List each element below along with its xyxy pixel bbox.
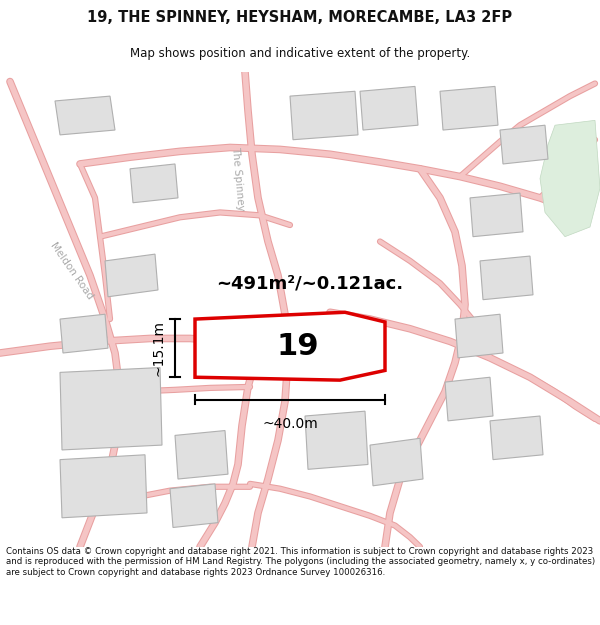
Polygon shape: [470, 193, 523, 237]
Text: Map shows position and indicative extent of the property.: Map shows position and indicative extent…: [130, 48, 470, 61]
Text: 19: 19: [276, 332, 319, 361]
Polygon shape: [305, 411, 368, 469]
Polygon shape: [170, 484, 218, 528]
Polygon shape: [480, 256, 533, 299]
Polygon shape: [175, 431, 228, 479]
Polygon shape: [60, 368, 162, 450]
Polygon shape: [130, 164, 178, 202]
Polygon shape: [290, 91, 358, 140]
Polygon shape: [490, 416, 543, 459]
Polygon shape: [55, 96, 115, 135]
Polygon shape: [440, 86, 498, 130]
Polygon shape: [60, 455, 147, 518]
Polygon shape: [105, 254, 158, 297]
Text: Meldon Road: Meldon Road: [49, 240, 95, 301]
Text: ~15.1m: ~15.1m: [151, 320, 165, 376]
Polygon shape: [60, 314, 108, 353]
Text: 19, THE SPINNEY, HEYSHAM, MORECAMBE, LA3 2FP: 19, THE SPINNEY, HEYSHAM, MORECAMBE, LA3…: [88, 11, 512, 26]
Polygon shape: [445, 378, 493, 421]
Polygon shape: [455, 314, 503, 358]
Polygon shape: [500, 125, 548, 164]
Polygon shape: [540, 121, 600, 237]
Polygon shape: [195, 312, 385, 380]
Polygon shape: [360, 86, 418, 130]
Text: ~491m²/~0.121ac.: ~491m²/~0.121ac.: [217, 274, 404, 292]
Polygon shape: [370, 438, 423, 486]
Text: Contains OS data © Crown copyright and database right 2021. This information is : Contains OS data © Crown copyright and d…: [6, 547, 595, 577]
Text: The Spinney: The Spinney: [230, 146, 246, 211]
Text: ~40.0m: ~40.0m: [262, 417, 318, 431]
